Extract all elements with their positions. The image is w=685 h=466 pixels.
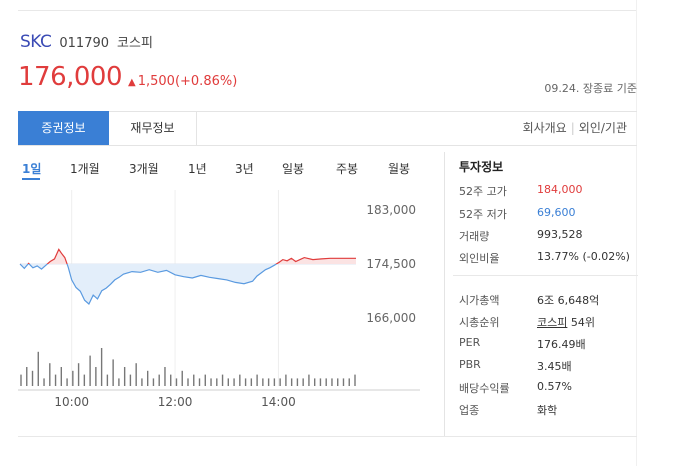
info-label: 시가총액	[459, 294, 500, 307]
period-monthly-candle[interactable]: 월봉	[388, 162, 411, 176]
info-label: 외인비율	[459, 252, 500, 265]
price-line-up	[20, 248, 356, 264]
current-price: 176,000	[18, 62, 123, 92]
link-separator: |	[570, 121, 575, 135]
price-line-down	[19, 264, 278, 305]
x-tick-label: 10:00	[54, 395, 89, 409]
kospi-rank-link[interactable]: 코스피	[537, 316, 568, 329]
stock-name[interactable]: SKC	[20, 32, 52, 52]
info-label: 배당수익률	[459, 382, 510, 395]
info-label: 거래량	[459, 230, 490, 243]
bottom-divider	[18, 436, 637, 437]
price-change: ▲ 1,500(+0.86%)	[128, 74, 237, 89]
price-area-down	[20, 264, 356, 304]
period-daily-candle[interactable]: 일봉	[282, 162, 305, 176]
x-tick-label: 12:00	[158, 395, 193, 409]
market-name: 코스피	[117, 36, 153, 51]
info-divider	[453, 275, 638, 276]
rank-value: 54위	[567, 316, 595, 329]
info-value: 184,000	[537, 183, 583, 196]
intraday-chart[interactable]: 183,000 174,500 166,000 10:00 12:00 14:00	[18, 190, 420, 420]
info-value: 코스피 54위	[537, 314, 595, 330]
info-value: 13.77% (-0.02%)	[537, 250, 630, 263]
up-arrow-icon: ▲	[128, 77, 136, 88]
price-row: 176,000 ▲ 1,500(+0.86%)	[18, 62, 237, 92]
stock-header: SKC 011790 코스피	[20, 32, 153, 52]
tab-links: 회사개요 | 외인/기관	[523, 112, 627, 144]
y-tick-label: 174,500	[366, 257, 416, 271]
investment-info-title: 투자정보	[459, 160, 504, 174]
period-1d[interactable]: 1일	[22, 162, 42, 176]
info-value: 화학	[537, 404, 558, 417]
info-value: 176.49배	[537, 338, 586, 351]
tab-financial-info[interactable]: 재무정보	[109, 111, 197, 145]
x-tick-label: 14:00	[261, 395, 296, 409]
chart-svg: 183,000 174,500 166,000 10:00 12:00 14:00	[18, 190, 420, 409]
stock-code: 011790	[59, 36, 110, 51]
top-divider	[18, 10, 637, 11]
period-1m[interactable]: 1개월	[70, 162, 100, 176]
info-value: 993,528	[537, 228, 583, 241]
info-label: PBR	[459, 358, 481, 371]
info-label: 시총순위	[459, 316, 500, 329]
info-tabbar: 증권정보 재무정보 회사개요 | 외인/기관	[18, 111, 637, 146]
as-of-time: 09.24. 장종료 기준	[544, 82, 637, 95]
info-value: 6조 6,648억	[537, 294, 600, 307]
tab-securities-info[interactable]: 증권정보	[18, 111, 109, 145]
active-period-underline	[22, 178, 40, 180]
right-edge-line	[636, 0, 637, 466]
price-area-up	[20, 249, 356, 264]
investment-info-panel: 투자정보 52주 고가 184,000 52주 저가 69,600 거래량 99…	[444, 152, 638, 436]
info-label: PER	[459, 336, 481, 349]
info-value: 3.45배	[537, 360, 572, 373]
company-overview-link[interactable]: 회사개요	[522, 121, 567, 135]
info-value: 0.57%	[537, 380, 572, 393]
info-value: 69,600	[537, 206, 576, 219]
info-label: 52주 고가	[459, 185, 507, 198]
period-selector: 1일 1개월 3개월 1년 3년 일봉 주봉 월봉	[18, 160, 420, 180]
period-weekly-candle[interactable]: 주봉	[336, 162, 359, 176]
period-1y[interactable]: 1년	[188, 162, 207, 176]
foreign-institution-link[interactable]: 외인/기관	[578, 121, 627, 135]
price-change-value: 1,500(+0.86%)	[137, 74, 238, 89]
info-label: 업종	[459, 404, 480, 417]
info-label: 52주 저가	[459, 208, 507, 221]
y-tick-label: 166,000	[366, 311, 416, 325]
y-tick-label: 183,000	[366, 203, 416, 217]
period-3y[interactable]: 3년	[235, 162, 254, 176]
period-3m[interactable]: 3개월	[129, 162, 159, 176]
